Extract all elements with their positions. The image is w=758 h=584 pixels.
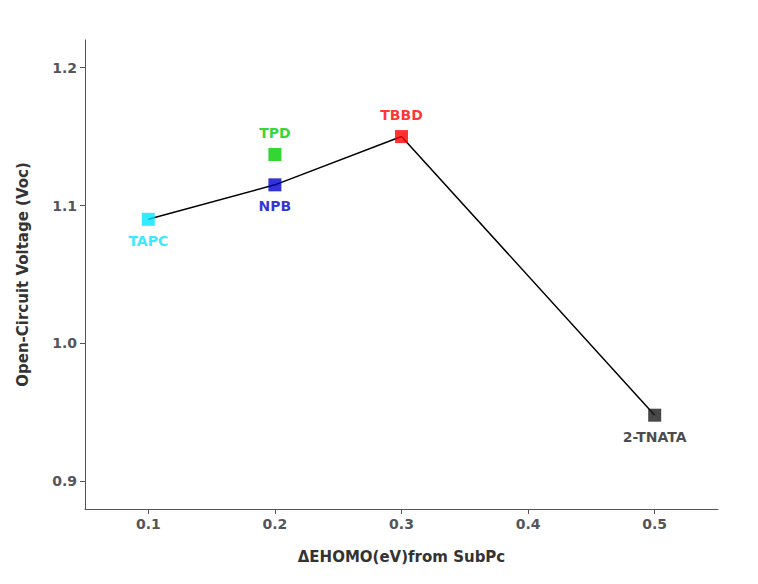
- svg-text:0.5: 0.5: [642, 516, 667, 532]
- svg-text:1.0: 1.0: [52, 335, 77, 351]
- svg-text:Open-Circuit Voltage (Voc): Open-Circuit Voltage (Voc): [14, 162, 32, 387]
- svg-text:NPB: NPB: [259, 198, 292, 214]
- svg-text:1.2: 1.2: [52, 60, 77, 76]
- svg-text:0.1: 0.1: [136, 516, 161, 532]
- svg-text:0.3: 0.3: [389, 516, 414, 532]
- svg-text:TBBD: TBBD: [380, 107, 423, 123]
- svg-text:TPD: TPD: [259, 125, 290, 141]
- svg-text:ΔEHOMO(eV)from SubPc: ΔEHOMO(eV)from SubPc: [298, 548, 506, 566]
- svg-text:0.9: 0.9: [52, 473, 77, 489]
- svg-text:1.1: 1.1: [52, 198, 77, 214]
- svg-text:0.2: 0.2: [262, 516, 287, 532]
- svg-text:2-TNATA: 2-TNATA: [623, 429, 687, 445]
- svg-text:TAPC: TAPC: [128, 233, 168, 249]
- svg-text:0.4: 0.4: [516, 516, 541, 532]
